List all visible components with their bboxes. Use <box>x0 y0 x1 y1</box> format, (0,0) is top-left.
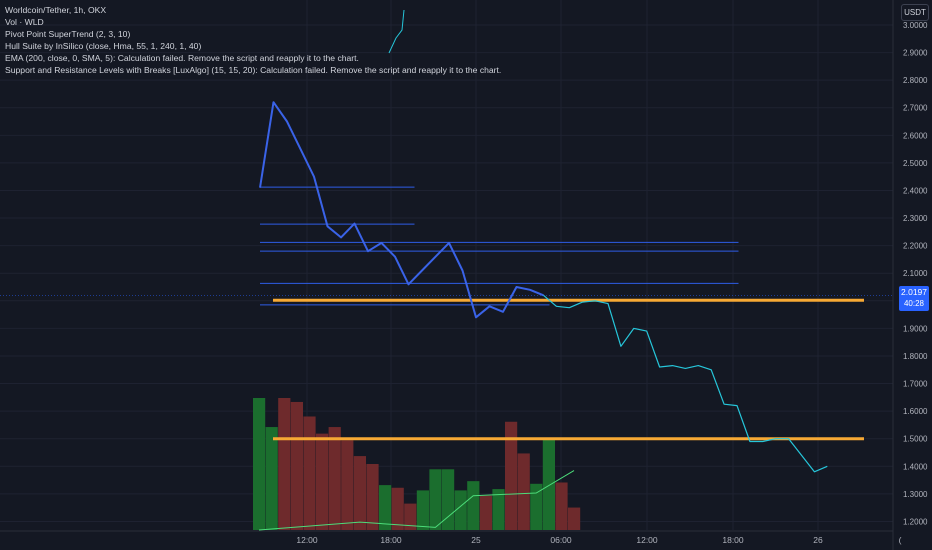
indicator-label[interactable]: Support and Resistance Levels with Break… <box>5 65 502 76</box>
indicator-label[interactable]: Hull Suite by InSilico (close, Hma, 55, … <box>5 41 202 52</box>
y-tick-label: 1.7000 <box>903 380 928 389</box>
y-tick-label: 1.8000 <box>903 352 928 361</box>
volume-bar <box>278 398 291 530</box>
y-tick-label: 2.5000 <box>903 159 928 168</box>
volume-bar <box>530 483 543 530</box>
resistance-levels <box>260 186 739 306</box>
price-line <box>0 101 893 319</box>
volume-bars <box>253 398 581 530</box>
volume-moving-average <box>258 470 575 531</box>
volume-bar <box>479 495 492 530</box>
price-series-line <box>259 101 544 319</box>
y-tick-label: 1.5000 <box>903 435 928 444</box>
volume-bar <box>429 469 442 530</box>
grid-lines <box>0 0 893 530</box>
x-tick-label: 26 <box>813 535 823 545</box>
chart-legend: Worldcoin/Tether, 1h, OKX Vol · WLD Pivo… <box>5 4 501 77</box>
y-tick-label: 2.3000 <box>903 214 928 223</box>
volume-bar <box>505 421 518 530</box>
y-tick-label: 2.9000 <box>903 49 928 58</box>
volume-bar <box>341 440 354 530</box>
volume-bar <box>391 487 404 530</box>
x-tick-label: 18:00 <box>722 535 744 545</box>
volume-bar <box>416 490 429 530</box>
last-price-value: 2.0197 <box>901 287 927 297</box>
y-tick-label: 1.3000 <box>903 490 928 499</box>
volume-bar <box>517 453 530 530</box>
volume-ma-line <box>258 470 575 531</box>
y-tick-label: 1.4000 <box>903 462 928 471</box>
x-tick-label: 25 <box>471 535 481 545</box>
y-tick-label: 1.2000 <box>903 517 928 526</box>
volume-bar <box>542 438 555 530</box>
volume-bar <box>265 427 278 530</box>
time-axis[interactable]: 12:00 18:00 25 06:00 12:00 18:00 26 ( <box>296 535 901 545</box>
volume-bar <box>328 427 341 530</box>
volume-bar <box>290 401 303 530</box>
volume-bar <box>253 398 266 530</box>
projection-series-line <box>543 294 828 473</box>
projection-line <box>388 9 828 473</box>
x-tick-label: 06:00 <box>550 535 572 545</box>
volume-bar <box>303 416 316 530</box>
y-tick-label: 2.6000 <box>903 131 928 140</box>
symbol-title[interactable]: Worldcoin/Tether, 1h, OKX <box>5 5 107 15</box>
y-tick-label: 1.6000 <box>903 407 928 416</box>
indicator-label[interactable]: Pivot Point SuperTrend (2, 3, 10) <box>5 29 131 40</box>
volume-bar <box>454 490 467 530</box>
x-tick-label: 12:00 <box>296 535 318 545</box>
last-price-label: 2.0197 40:28 <box>899 286 929 311</box>
volume-bar <box>467 481 480 530</box>
currency-button[interactable]: USDT <box>901 4 929 21</box>
volume-bar <box>568 507 581 530</box>
volume-bar <box>379 485 392 530</box>
axis-separators <box>0 0 894 550</box>
volume-bar <box>353 456 366 530</box>
bar-countdown: 40:28 <box>903 299 925 308</box>
y-tick-label: 3.0000 <box>903 21 928 30</box>
x-tick-label: 12:00 <box>636 535 658 545</box>
y-tick-label: 1.9000 <box>903 324 928 333</box>
price-axis[interactable]: 3.0000 2.9000 2.8000 2.7000 2.6000 2.5000 2.40… <box>903 21 928 526</box>
y-tick-label: 2.7000 <box>903 104 928 113</box>
x-tick-label: 18:00 <box>380 535 402 545</box>
y-tick-label: 2.2000 <box>903 242 928 251</box>
support-levels <box>273 298 864 441</box>
projection-spike <box>388 9 405 54</box>
indicator-label[interactable]: EMA (200, close, 0, SMA, 5): Calculation… <box>5 53 359 64</box>
x-tick-label: ( <box>899 535 902 545</box>
volume-indicator-label[interactable]: Vol · WLD <box>5 17 44 28</box>
volume-bar <box>316 433 329 530</box>
y-tick-label: 2.1000 <box>903 269 928 278</box>
volume-bar <box>404 503 417 530</box>
volume-bar <box>492 489 505 530</box>
volume-bar <box>366 464 379 530</box>
volume-bar <box>555 482 568 530</box>
y-tick-label: 2.4000 <box>903 186 928 195</box>
y-tick-label: 2.8000 <box>903 76 928 85</box>
